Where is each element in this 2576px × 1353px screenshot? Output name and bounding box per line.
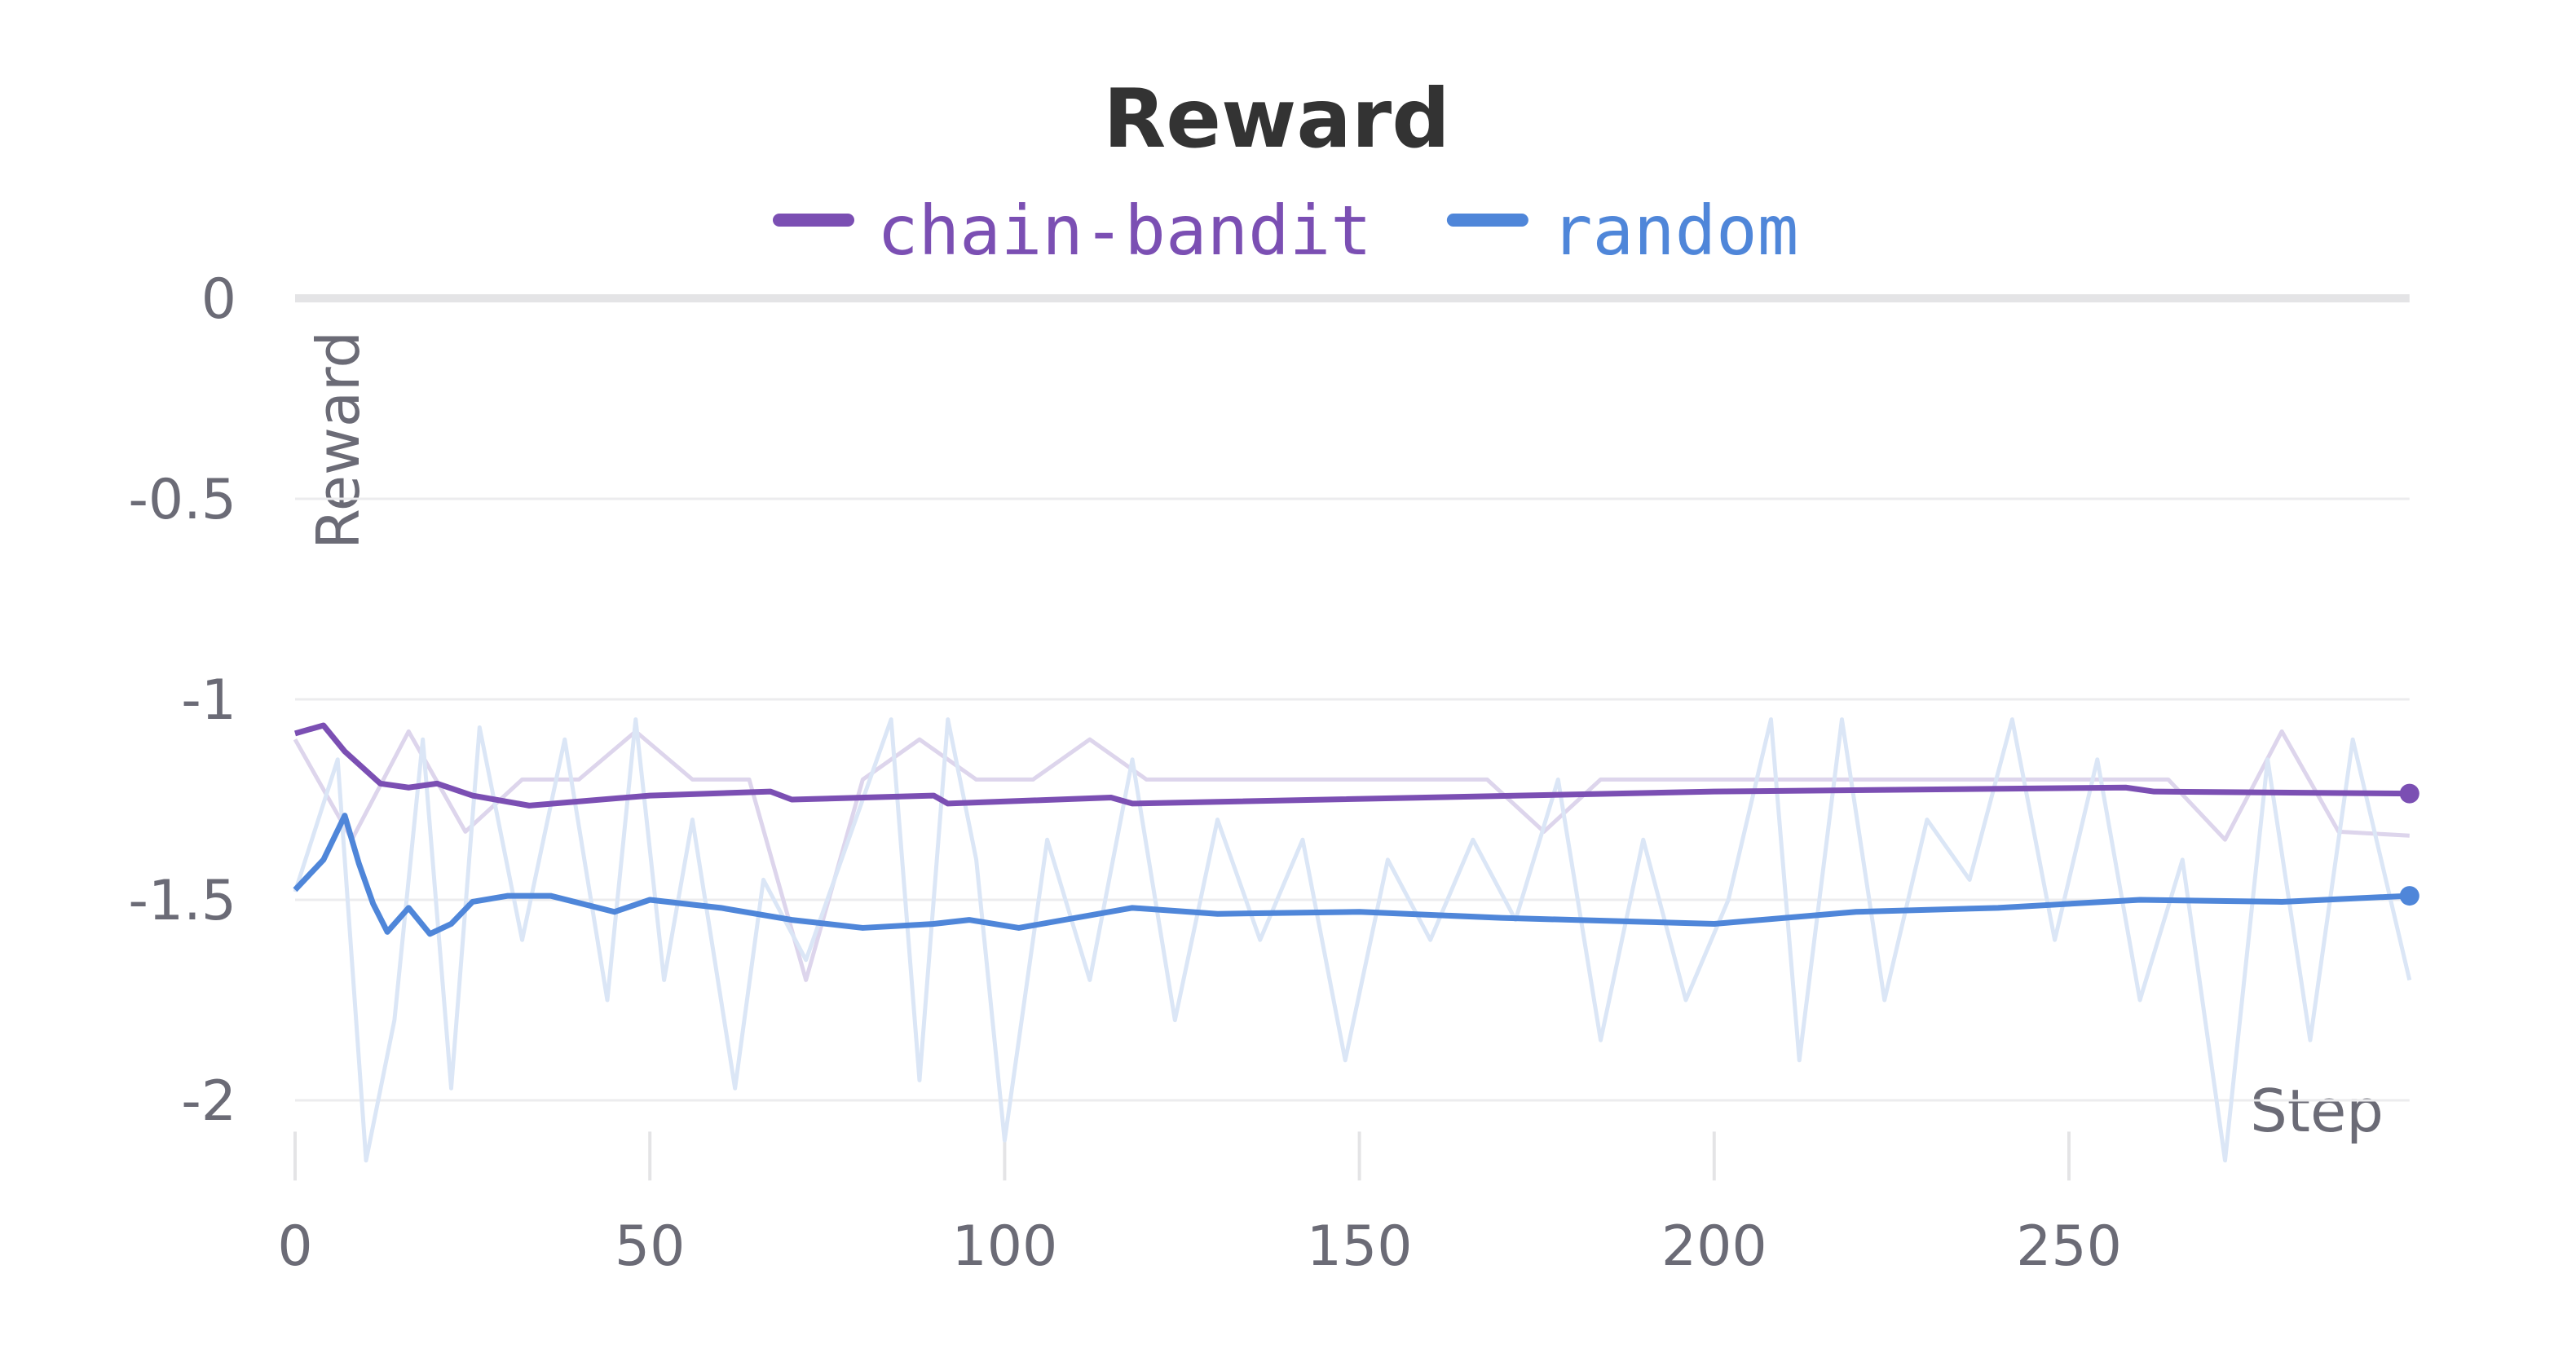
x-axis-title: Step <box>2250 1077 2384 1145</box>
chart-title: Reward <box>1103 71 1450 166</box>
end-point <box>2399 886 2419 906</box>
series-line <box>294 722 2410 809</box>
legend-label: chain-bandit <box>877 191 1372 271</box>
x-tick-label: 150 <box>1307 1214 1413 1279</box>
x-tick-label: 250 <box>2016 1214 2122 1279</box>
y-tick-label: -0.5 <box>128 468 236 532</box>
x-tick-label: 200 <box>1661 1214 1767 1279</box>
raw-line <box>293 717 2412 1163</box>
x-tick-label: 50 <box>615 1214 686 1279</box>
y-tick-label: 0 <box>201 267 236 332</box>
raw-line <box>293 729 2410 982</box>
series-line <box>293 813 2410 937</box>
y-tick-label: -1 <box>181 668 236 733</box>
legend: chain-bandit random <box>773 191 1798 271</box>
y-tick-label: -1.5 <box>128 869 236 933</box>
y-axis-title: Reward <box>304 331 373 549</box>
end-point <box>2399 783 2419 804</box>
legend-label: random <box>1551 191 1798 271</box>
x-tick-label: 100 <box>952 1214 1058 1279</box>
x-tick-label: 0 <box>277 1214 312 1279</box>
y-tick-label: -2 <box>181 1069 236 1134</box>
